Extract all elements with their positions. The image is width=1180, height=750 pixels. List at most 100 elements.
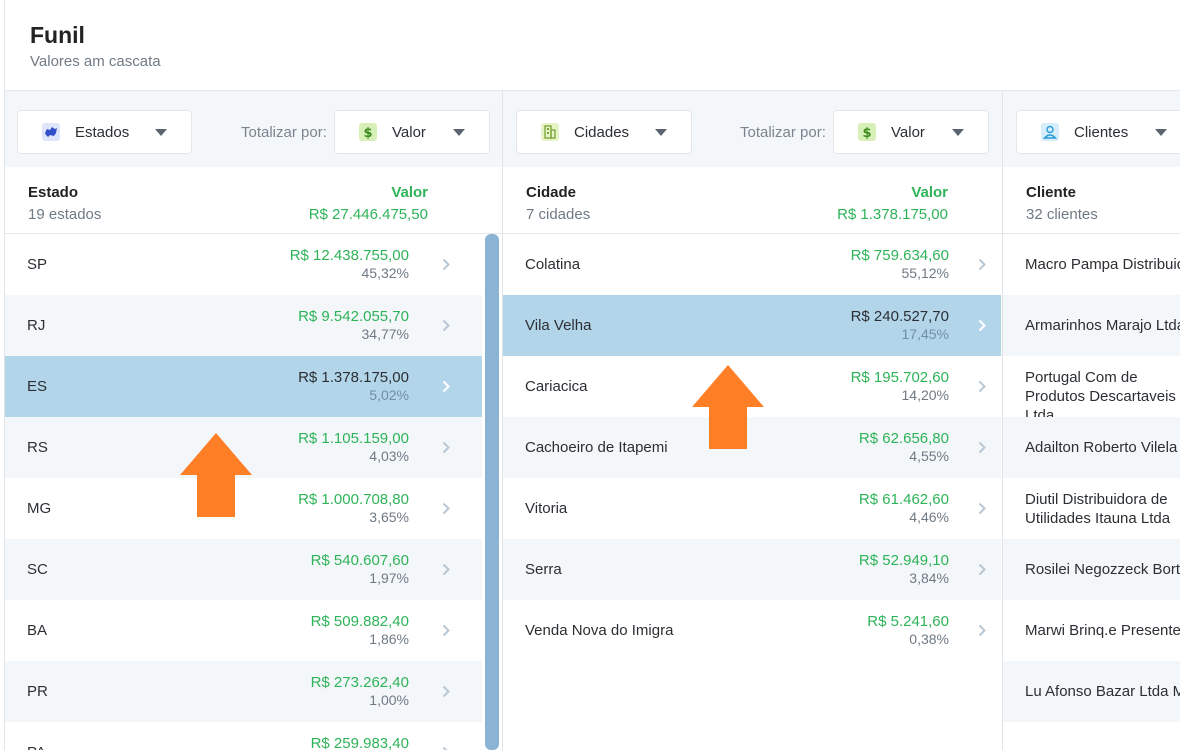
clientes-toolbar: Clientes [1003, 91, 1180, 167]
chevron-right-icon[interactable] [975, 256, 989, 272]
chevron-right-icon[interactable] [975, 561, 989, 577]
chevron-right-icon[interactable] [439, 683, 453, 699]
list-row[interactable]: RJ R$ 9.542.055,70 34,77% [5, 295, 482, 356]
chevron-right-icon[interactable] [975, 622, 989, 638]
user-icon [1041, 123, 1059, 141]
chevron-right-icon[interactable] [439, 744, 453, 750]
column-value-header[interactable]: Valor [911, 184, 948, 201]
list-row[interactable]: Vila Velha R$ 240.527,70 17,45% [503, 295, 1001, 356]
row-value: R$ 759.634,60 [850, 247, 949, 264]
list-row[interactable]: Marwi Brinq.e Presentes [1003, 600, 1180, 661]
clientes-dropdown[interactable]: Clientes [1016, 110, 1180, 154]
row-percentage: 1,97% [369, 570, 409, 586]
chevron-right-icon[interactable] [975, 378, 989, 394]
row-name: Vitoria [525, 500, 568, 517]
row-value: R$ 509.882,40 [310, 613, 409, 630]
totalizar-dropdown[interactable]: $ Valor [334, 110, 490, 154]
chevron-right-icon[interactable] [439, 439, 453, 455]
row-value: R$ 52.949,10 [858, 552, 949, 569]
list-row[interactable]: ES R$ 1.378.175,00 5,02% [5, 356, 482, 417]
list-row[interactable]: Lu Afonso Bazar Ltda Me [1003, 661, 1180, 722]
clientes-column-header: Cliente 32 clientes [1003, 167, 1180, 234]
estados-panel: Estados Totalizar por: $ Valor Estado 19… [4, 91, 502, 750]
list-row[interactable]: BA R$ 509.882,40 1,86% [5, 600, 482, 661]
list-row[interactable]: MG R$ 1.000.708,80 3,65% [5, 478, 482, 539]
row-value: R$ 540.607,60 [310, 552, 409, 569]
row-name: Diutil Distribuidora de Utilidades Itaun… [1025, 491, 1171, 527]
list-row[interactable]: Cachoeiro de Itapemi R$ 62.656,80 4,55% [503, 417, 1001, 478]
column-name: Cliente [1026, 184, 1077, 201]
chevron-right-icon[interactable] [975, 317, 989, 333]
cidades-dropdown[interactable]: Cidades [516, 110, 692, 154]
list-row[interactable]: Colatina R$ 759.634,60 55,12% [503, 234, 1001, 295]
estados-list: SP R$ 12.438.755,00 45,32% RJ R$ 9.542.055,7… [5, 234, 502, 750]
list-row[interactable]: Adailton Roberto Vilela [1003, 417, 1180, 478]
estados-dropdown-label: Estados [75, 123, 130, 141]
chevron-right-icon[interactable] [439, 500, 453, 516]
row-name: Serra [525, 561, 562, 578]
totalizar-dropdown-label: Valor [891, 123, 925, 141]
column-value-header[interactable]: Valor [391, 184, 428, 201]
chevron-right-icon[interactable] [439, 378, 453, 394]
column-total: R$ 27.446.475,50 [308, 206, 428, 223]
row-percentage: 55,12% [901, 265, 949, 281]
chevron-down-icon [155, 129, 167, 136]
list-row[interactable]: Serra R$ 52.949,10 3,84% [503, 539, 1001, 600]
list-row[interactable]: PA R$ 259.983,40 [5, 722, 482, 750]
row-name: ES [27, 378, 48, 395]
totalizar-dropdown[interactable]: $ Valor [833, 110, 989, 154]
row-percentage: 4,03% [369, 448, 409, 464]
list-row[interactable]: Cariacica R$ 195.702,60 14,20% [503, 356, 1001, 417]
page-title: Funil [30, 22, 85, 48]
totalizar-dropdown-label: Valor [392, 123, 426, 141]
list-row[interactable]: PR R$ 273.262,40 1,00% [5, 661, 482, 722]
page-header: Funil Valores am cascata [4, 0, 1180, 91]
row-name: Marwi Brinq.e Presentes [1025, 622, 1180, 639]
row-value: R$ 273.262,40 [310, 674, 409, 691]
row-percentage: 1,00% [369, 692, 409, 708]
list-row[interactable]: Armarinhos Marajo Ltda [1003, 295, 1180, 356]
column-count: 32 clientes [1026, 206, 1098, 223]
up-arrow-icon [180, 433, 252, 517]
row-percentage: 1,86% [369, 631, 409, 647]
up-arrow-icon [692, 365, 764, 449]
cidades-panel: Cidades Totalizar por: $ Valor Cidade 7 … [502, 91, 1002, 750]
estados-dropdown[interactable]: Estados [17, 110, 192, 154]
chevron-right-icon[interactable] [439, 317, 453, 333]
column-name: Cidade [526, 184, 577, 201]
list-row[interactable]: SC R$ 540.607,60 1,97% [5, 539, 482, 600]
list-row[interactable]: Macro Pampa Distribuidora [1003, 234, 1180, 295]
row-name: Cariacica [525, 378, 588, 395]
chevron-right-icon[interactable] [439, 561, 453, 577]
clientes-dropdown-label: Clientes [1074, 123, 1129, 141]
list-row[interactable]: Vitoria R$ 61.462,60 4,46% [503, 478, 1001, 539]
row-value: R$ 5.241,60 [867, 613, 949, 630]
svg-text:$: $ [862, 126, 871, 141]
list-row[interactable]: Venda Nova do Imigra R$ 5.241,60 0,38% [503, 600, 1001, 661]
column-total: R$ 1.378.175,00 [837, 206, 948, 223]
row-percentage: 4,55% [909, 448, 949, 464]
list-row[interactable]: SP R$ 12.438.755,00 45,32% [5, 234, 482, 295]
row-value: R$ 62.656,80 [858, 430, 949, 447]
row-name: RJ [27, 317, 46, 334]
page-subtitle: Valores am cascata [30, 53, 161, 70]
totalizar-label: Totalizar por: [740, 124, 826, 141]
row-name: PA [27, 744, 46, 750]
map-icon [42, 123, 60, 141]
row-percentage: 0,38% [909, 631, 949, 647]
row-name: Adailton Roberto Vilela [1025, 439, 1178, 456]
column-count: 19 estados [28, 206, 102, 223]
chevron-right-icon[interactable] [439, 256, 453, 272]
list-row[interactable]: Diutil Distribuidora de Utilidades Itaun… [1003, 478, 1180, 539]
row-name: RS [27, 439, 48, 456]
row-name: PR [27, 683, 48, 700]
row-percentage: 5,02% [369, 387, 409, 403]
list-row[interactable]: Portugal Com de Produtos Descartaveis Lt… [1003, 356, 1180, 424]
scrollbar[interactable] [485, 234, 499, 750]
chevron-right-icon[interactable] [975, 500, 989, 516]
row-percentage: 3,65% [369, 509, 409, 525]
list-row[interactable]: Rosilei Negozzeck Borto [1003, 539, 1180, 600]
building-icon [541, 123, 559, 141]
chevron-right-icon[interactable] [439, 622, 453, 638]
chevron-right-icon[interactable] [975, 439, 989, 455]
